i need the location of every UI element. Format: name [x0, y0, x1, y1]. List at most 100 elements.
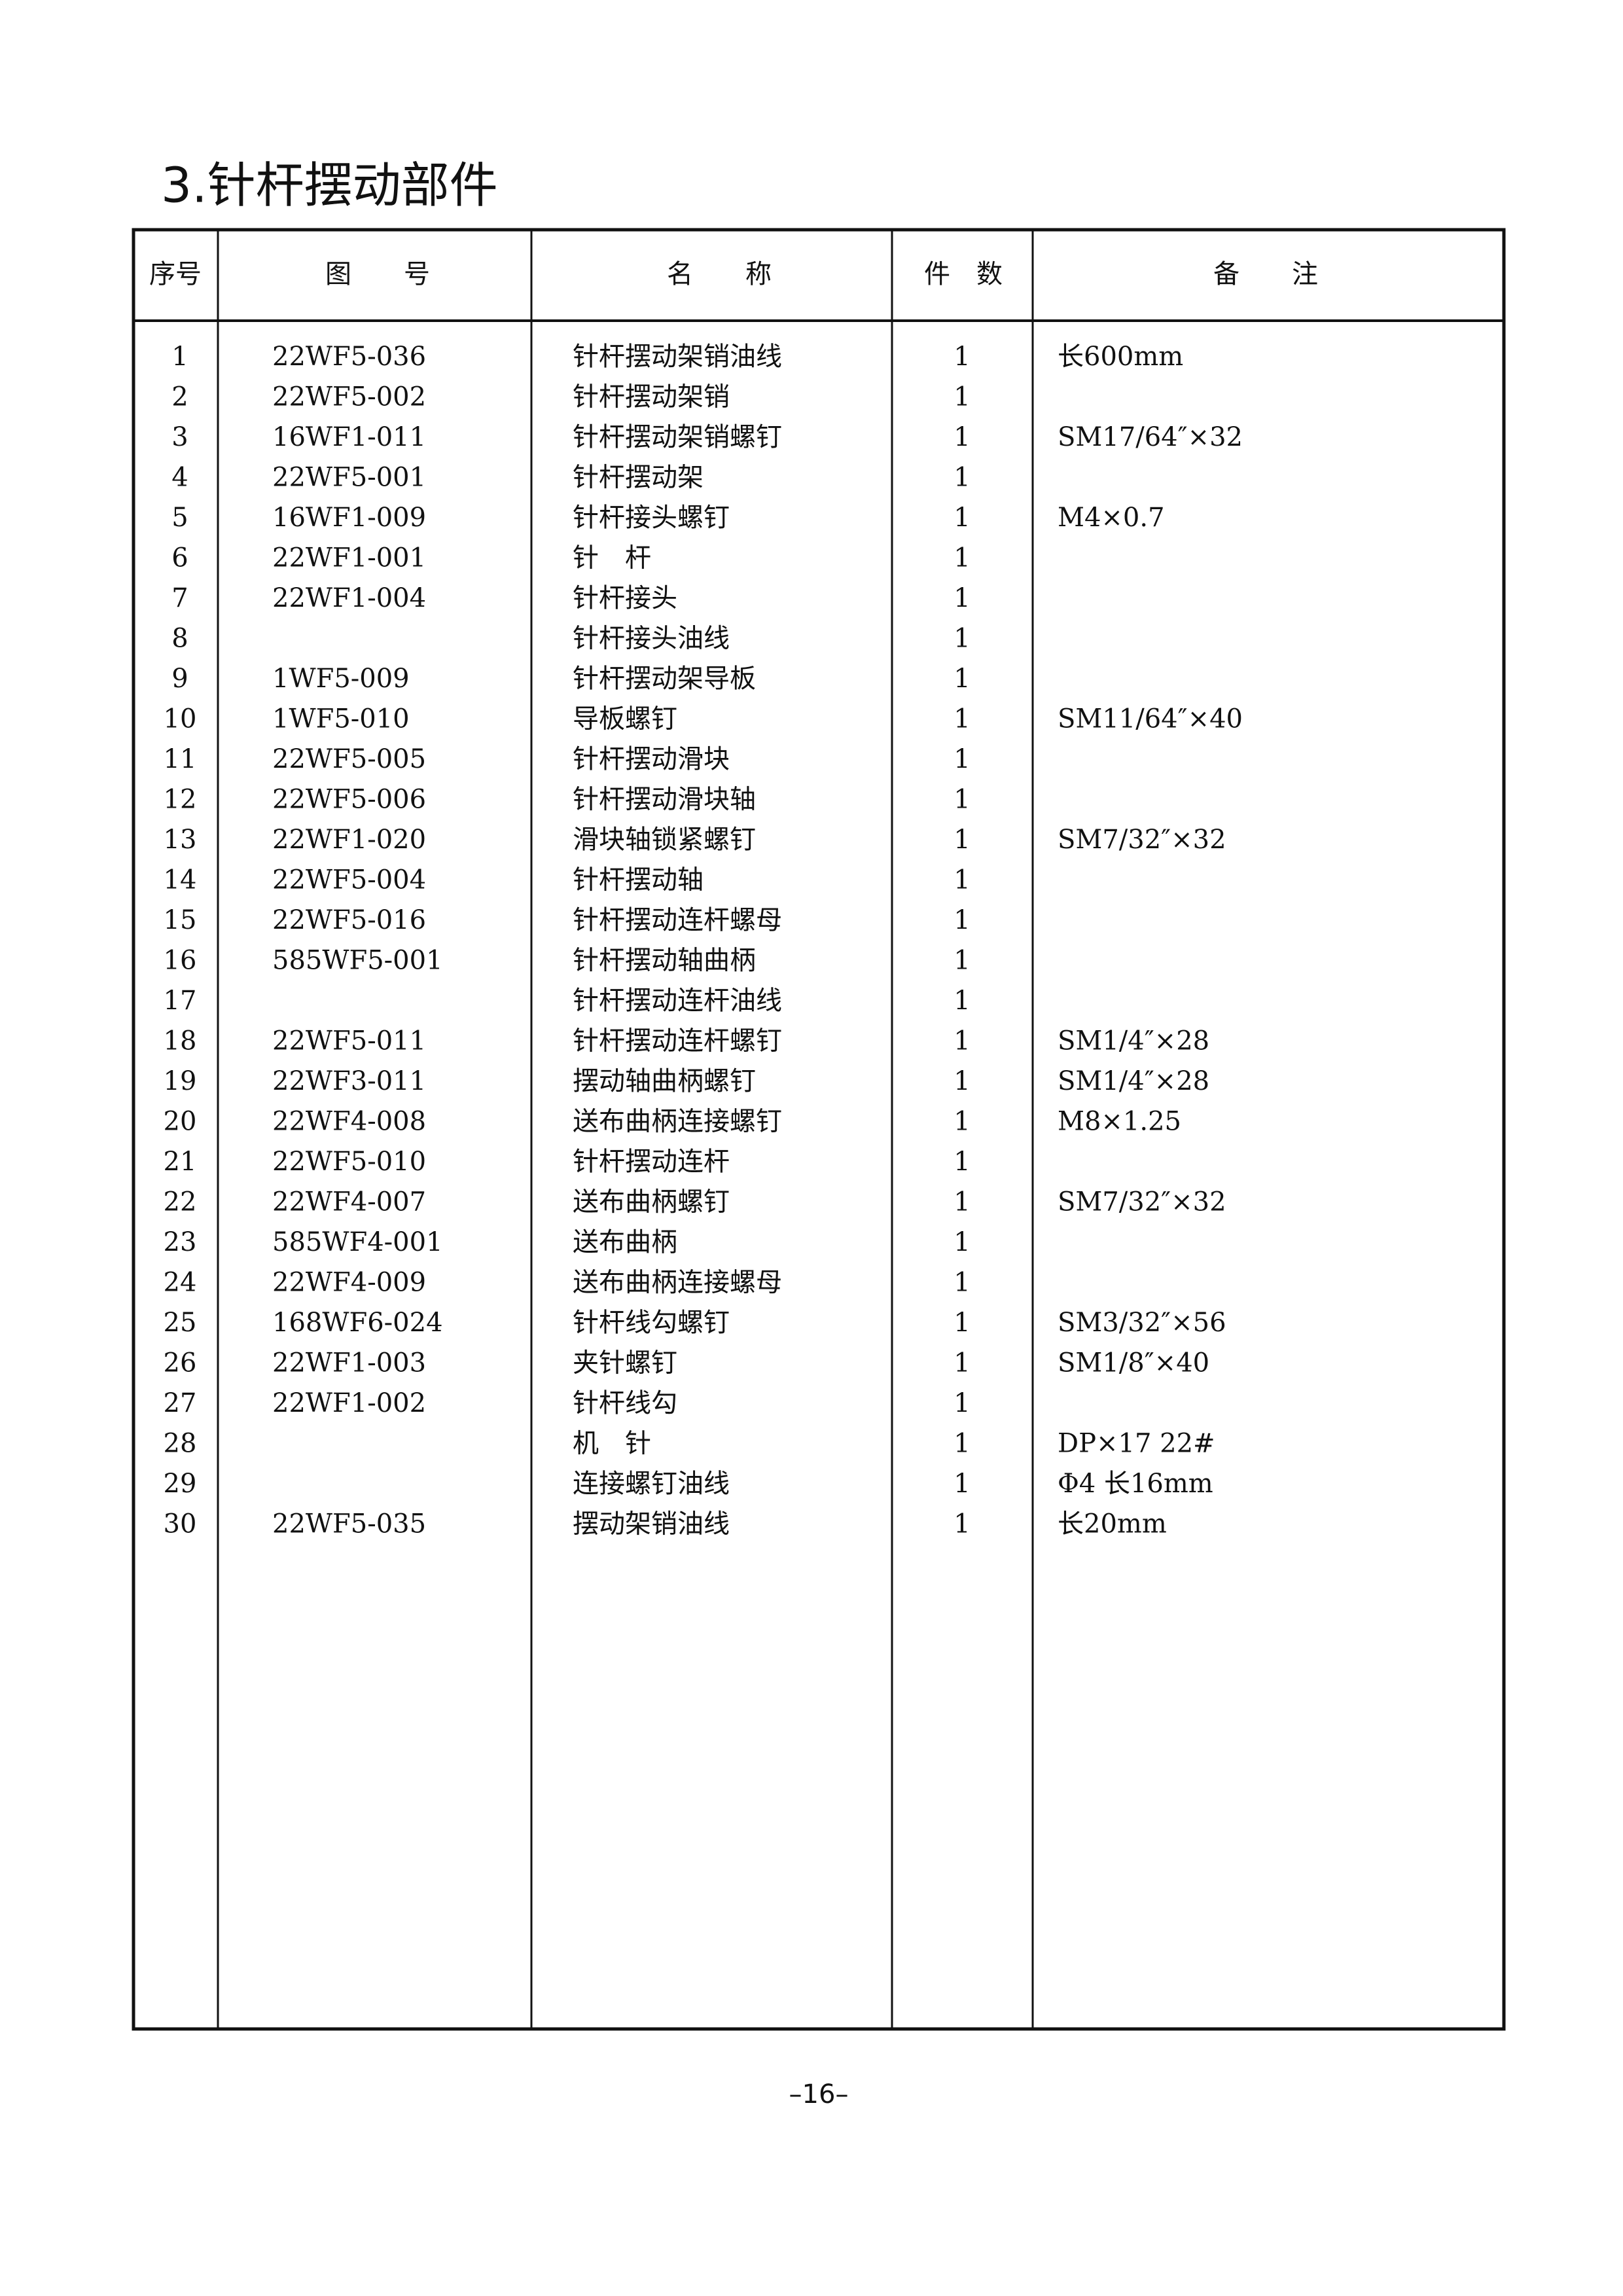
part-number: 22WF5-006 [272, 785, 426, 815]
part-name: 连接螺钉油线 [573, 1469, 730, 1499]
part-number: 22WF5-002 [272, 382, 426, 412]
part-name: 夹针螺钉 [573, 1348, 677, 1378]
quantity: 1 [954, 986, 970, 1016]
row-number: 17 [164, 986, 197, 1016]
part-number: 22WF5-036 [272, 342, 426, 372]
quantity: 1 [954, 422, 970, 452]
row-number: 16 [164, 946, 197, 976]
part-name: 针杆摆动架导板 [573, 664, 756, 694]
part-number: 168WF6-024 [272, 1308, 443, 1338]
remark: SM7/32″×32 [1058, 1187, 1226, 1217]
quantity: 1 [954, 905, 970, 935]
part-number: 22WF5-016 [272, 905, 426, 935]
row-number: 9 [171, 664, 188, 694]
part-name: 针杆摆动架 [573, 463, 704, 493]
quantity: 1 [954, 664, 970, 694]
quantity: 1 [954, 1388, 970, 1418]
part-name: 针杆接头螺钉 [573, 503, 730, 533]
part-name: 针杆摆动连杆 [573, 1147, 730, 1177]
part-number: 22WF1-002 [272, 1388, 426, 1418]
quantity: 1 [954, 382, 970, 412]
part-name: 针杆摆动轴 [573, 865, 704, 895]
quantity: 1 [954, 1509, 970, 1539]
part-number: 22WF5-001 [272, 463, 426, 493]
row-number: 2 [171, 382, 188, 412]
quantity: 1 [954, 1227, 970, 1257]
row-number: 24 [164, 1268, 197, 1298]
remark: SM7/32″×32 [1058, 825, 1226, 855]
remark: M8×1.25 [1058, 1107, 1181, 1137]
quantity: 1 [954, 342, 970, 372]
row-number: 13 [164, 825, 197, 855]
part-name: 针杆接头 [573, 583, 677, 613]
remark: 长600mm [1058, 342, 1183, 372]
row-number: 20 [164, 1107, 197, 1137]
part-name: 针杆摆动架销螺钉 [573, 422, 782, 452]
row-number: 5 [171, 503, 188, 533]
remark: SM17/64″×32 [1058, 422, 1243, 452]
row-number: 26 [164, 1348, 197, 1378]
quantity: 1 [954, 825, 970, 855]
part-number: 1WF5-009 [272, 664, 410, 694]
part-name: 针杆线勾 [573, 1388, 677, 1418]
quantity: 1 [954, 1348, 970, 1378]
row-number: 7 [171, 583, 188, 613]
row-number: 12 [164, 785, 197, 815]
row-number: 19 [164, 1066, 197, 1096]
part-number: 22WF4-007 [272, 1187, 426, 1217]
row-number: 14 [164, 865, 197, 895]
quantity: 1 [954, 1147, 970, 1177]
part-name: 针杆摆动连杆油线 [573, 986, 782, 1016]
quantity: 1 [954, 704, 970, 734]
part-name: 送布曲柄 [573, 1227, 677, 1257]
part-name: 摆动架销油线 [573, 1509, 730, 1539]
part-number: 22WF4-008 [272, 1107, 426, 1137]
part-name: 滑块轴锁紧螺钉 [573, 825, 756, 855]
header-cell: 名 称 [667, 259, 772, 289]
part-number: 585WF5-001 [272, 946, 443, 976]
part-name: 针杆摆动连杆螺钉 [573, 1026, 782, 1056]
part-number: 585WF4-001 [272, 1227, 443, 1257]
part-number: 22WF1-004 [272, 583, 426, 613]
part-name: 针杆摆动架销油线 [573, 342, 782, 372]
remark: DP×17 22# [1058, 1429, 1215, 1459]
row-number: 4 [171, 463, 188, 493]
part-name: 针杆摆动架销 [573, 382, 730, 412]
remark: SM1/4″×28 [1058, 1026, 1209, 1056]
part-name: 送布曲柄螺钉 [573, 1187, 730, 1217]
part-number: 22WF5-010 [272, 1147, 426, 1177]
quantity: 1 [954, 1429, 970, 1459]
part-number: 22WF3-011 [272, 1066, 426, 1096]
remark: M4×0.7 [1058, 503, 1165, 533]
part-number: 22WF1-020 [272, 825, 426, 855]
part-number: 22WF5-035 [272, 1509, 426, 1539]
row-number: 11 [164, 744, 197, 774]
row-number: 29 [164, 1469, 197, 1499]
part-name: 机 针 [573, 1429, 651, 1459]
header-cell: 备 注 [1213, 259, 1318, 289]
header-cell: 序号 [149, 259, 202, 289]
part-number: 22WF4-009 [272, 1268, 426, 1298]
row-number: 23 [164, 1227, 197, 1257]
part-number: 22WF5-011 [272, 1026, 426, 1056]
part-number: 22WF5-005 [272, 744, 426, 774]
row-number: 21 [164, 1147, 197, 1177]
row-number: 6 [171, 543, 188, 573]
row-number: 10 [164, 704, 197, 734]
quantity: 1 [954, 624, 970, 654]
part-name: 针杆摆动轴曲柄 [573, 946, 756, 976]
remark: SM1/4″×28 [1058, 1066, 1209, 1096]
row-number: 18 [164, 1026, 197, 1056]
part-name: 送布曲柄连接螺钉 [573, 1107, 782, 1137]
quantity: 1 [954, 463, 970, 493]
quantity: 1 [954, 785, 970, 815]
part-number: 22WF1-001 [272, 543, 426, 573]
row-number: 28 [164, 1429, 197, 1459]
part-number: 22WF5-004 [272, 865, 426, 895]
part-name: 针杆线勾螺钉 [573, 1308, 730, 1338]
title: 3.针杆摆动部件 [161, 158, 498, 214]
row-number: 3 [171, 422, 188, 452]
quantity: 1 [954, 503, 970, 533]
